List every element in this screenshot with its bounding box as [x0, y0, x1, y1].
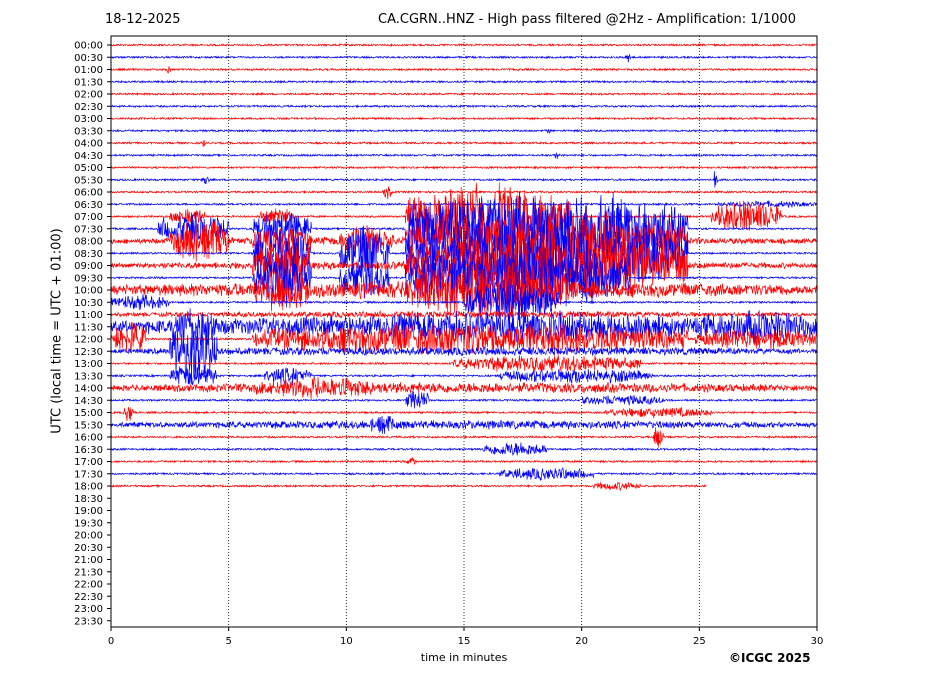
y-tick-label: 18:30 — [74, 494, 103, 505]
trace-row-0500 — [111, 165, 817, 170]
y-tick-label: 08:00 — [74, 237, 103, 248]
y-tick-label: 10:00 — [74, 286, 103, 297]
y-tick-label: 03:00 — [74, 114, 103, 125]
trace-row-0430 — [111, 151, 817, 160]
chart-title: CA.CGRN..HNZ - High pass filtered @2Hz -… — [378, 12, 796, 27]
x-tick-label: 30 — [811, 636, 824, 647]
x-tick-label: 15 — [458, 636, 471, 647]
y-tick-label: 21:30 — [74, 567, 103, 578]
trace-row-1700 — [111, 457, 817, 465]
y-tick-label: 09:00 — [74, 261, 103, 272]
y-tick-label: 17:00 — [74, 457, 103, 468]
y-tick-label: 06:30 — [74, 200, 103, 211]
trace-row-1230 — [111, 322, 817, 385]
x-tick-label: 25 — [693, 636, 706, 647]
x-tick-label: 5 — [225, 636, 231, 647]
y-tick-label: 16:00 — [74, 433, 103, 444]
trace-row-1630 — [111, 442, 817, 457]
x-axis-ticks: 0 5 10 15 20 25 30 — [108, 627, 824, 647]
y-tick-label: 22:00 — [74, 580, 103, 591]
trace-row-1530 — [111, 415, 817, 434]
x-tick-label: 10 — [340, 636, 353, 647]
y-tick-label: 19:00 — [74, 506, 103, 517]
vertical-gridlines — [228, 36, 700, 627]
y-tick-label: 05:00 — [74, 163, 103, 174]
y-tick-label: 02:30 — [74, 102, 103, 113]
y-tick-label: 16:30 — [74, 445, 103, 456]
y-tick-label: 02:00 — [74, 90, 103, 101]
y-tick-label: 13:30 — [74, 371, 103, 382]
x-tick-label: 20 — [575, 636, 588, 647]
y-tick-label: 22:30 — [74, 592, 103, 603]
y-tick-label: 07:30 — [74, 224, 103, 235]
y-tick-label: 05:30 — [74, 175, 103, 186]
y-tick-label: 00:00 — [74, 41, 103, 52]
trace-row-1300 — [111, 354, 817, 372]
trace-row-1800 — [111, 481, 707, 491]
y-tick-label: 23:00 — [74, 604, 103, 615]
y-tick-label: 19:30 — [74, 518, 103, 529]
y-tick-label: 14:30 — [74, 396, 103, 407]
x-tick-label: 0 — [108, 636, 114, 647]
y-tick-label: 03:30 — [74, 126, 103, 137]
y-tick-label: 12:00 — [74, 335, 103, 346]
y-tick-label: 15:30 — [74, 420, 103, 431]
trace-row-1600 — [111, 427, 817, 448]
y-tick-label: 01:30 — [74, 77, 103, 88]
y-tick-label: 17:30 — [74, 469, 103, 480]
trace-row-0530 — [111, 171, 817, 188]
y-tick-label: 01:00 — [74, 65, 103, 76]
y-tick-label: 20:00 — [74, 531, 103, 542]
y-tick-label: 15:00 — [74, 408, 103, 419]
y-tick-label: 10:30 — [74, 298, 103, 309]
date-label: 18-12-2025 — [105, 12, 181, 27]
trace-row-0330 — [111, 128, 817, 134]
y-tick-label: 13:00 — [74, 359, 103, 370]
y-tick-label: 11:00 — [74, 310, 103, 321]
y-tick-label: 21:00 — [74, 555, 103, 566]
y-tick-label: 09:30 — [74, 273, 103, 284]
y-tick-label: 14:00 — [74, 384, 103, 395]
copyright-credit: ©ICGC 2025 — [729, 651, 811, 665]
trace-row-0130 — [111, 79, 817, 84]
y-tick-label: 23:30 — [74, 616, 103, 627]
y-tick-label: 06:00 — [74, 188, 103, 199]
x-axis-label: time in minutes — [420, 651, 508, 664]
y-tick-label: 07:00 — [74, 212, 103, 223]
y-tick-label: 18:00 — [74, 482, 103, 493]
y-tick-label: 00:30 — [74, 53, 103, 64]
y-tick-label: 04:00 — [74, 139, 103, 150]
y-tick-label: 12:30 — [74, 347, 103, 358]
trace-row-0030 — [111, 54, 817, 63]
y-tick-label: 20:30 — [74, 543, 103, 554]
y-tick-label: 11:30 — [74, 322, 103, 333]
y-tick-label: 04:30 — [74, 151, 103, 162]
trace-row-0400 — [111, 139, 817, 148]
y-tick-label: 08:30 — [74, 249, 103, 260]
